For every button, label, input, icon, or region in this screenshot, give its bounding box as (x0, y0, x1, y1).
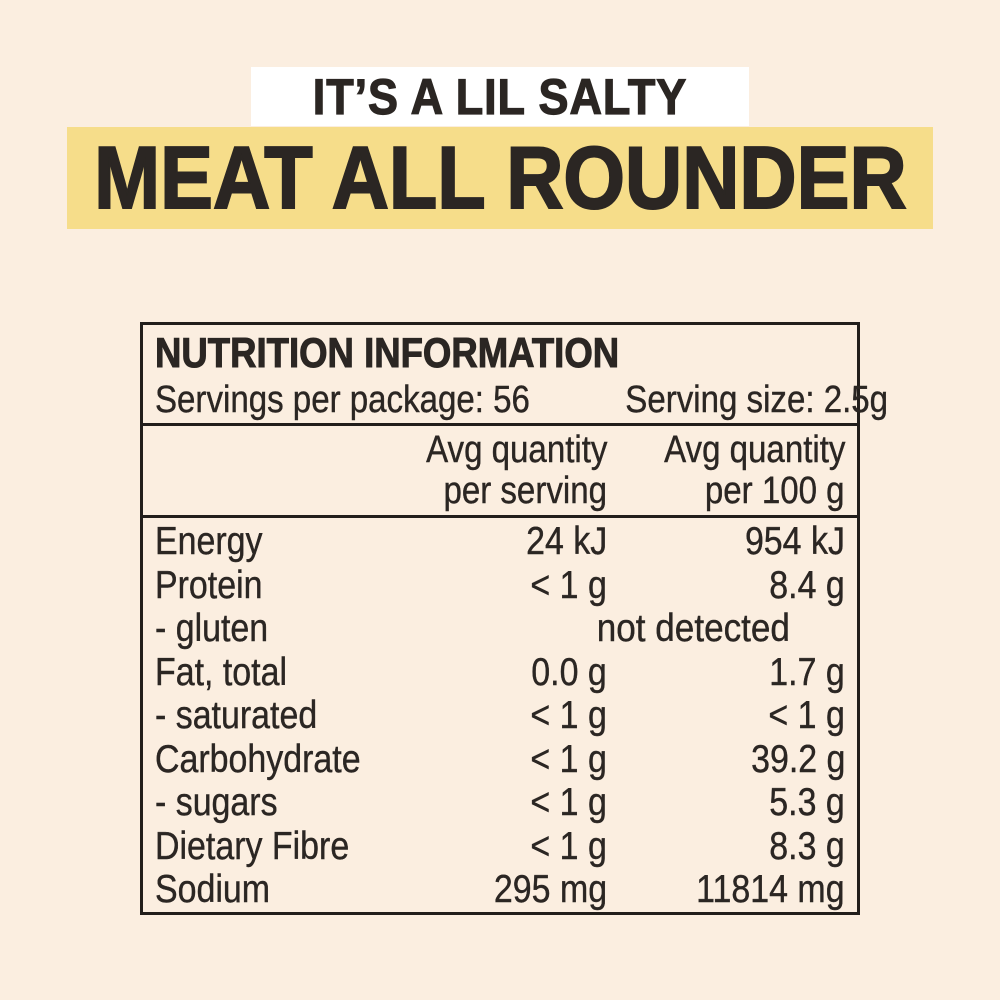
table-row-energy: Energy 24 kJ 954 kJ (155, 520, 845, 564)
row-value-per-serving: 0.0 g (531, 650, 607, 694)
nutrition-panel-header: NUTRITION INFORMATION Servings per packa… (143, 325, 889, 423)
row-value-per-100g: 5.3 g (769, 781, 845, 824)
row-value-per-100g: 1.7 g (769, 650, 845, 694)
row-label: Dietary Fibre (155, 824, 350, 868)
row-value-per-serving: 295 mg (493, 868, 608, 911)
row-value-per-100g: 8.4 g (769, 563, 845, 607)
row-value-per-100g: 11814 mg (696, 868, 845, 911)
row-value-per-serving: < 1 g (530, 781, 607, 824)
row-value-per-100g: 39.2 g (750, 737, 845, 781)
serving-size: Serving size: 2.5g (625, 379, 888, 421)
row-label: Sodium (155, 868, 271, 911)
table-row-gluten: - gluten not detected (155, 607, 845, 651)
nutrient-rows: Energy 24 kJ 954 kJ Protein < 1 g 8.4 g … (143, 515, 857, 912)
row-value-per-serving: < 1 g (530, 824, 607, 868)
row-label: - saturated (155, 694, 318, 737)
row-label: - sugars (155, 781, 278, 824)
nutrition-panel: NUTRITION INFORMATION Servings per packa… (140, 322, 889, 915)
row-label: Fat, total (155, 650, 288, 694)
row-value-per-serving: 24 kJ (525, 520, 607, 563)
table-row-sugars: - sugars < 1 g 5.3 g (155, 781, 845, 825)
row-label: Carbohydrate (155, 737, 361, 781)
row-label: Energy (155, 520, 263, 563)
row-value-per-serving: < 1 g (530, 737, 607, 781)
product-title-banner: MEAT ALL ROUNDER (67, 127, 933, 229)
table-row-protein: Protein < 1 g 8.4 g (155, 563, 845, 608)
table-row-carbohydrate: Carbohydrate < 1 g 39.2 g (155, 737, 845, 782)
servings-line: Servings per package: 56 Serving size: 2… (155, 378, 888, 423)
nutrition-title: NUTRITION INFORMATION (155, 329, 620, 377)
row-label: Protein (155, 563, 263, 607)
table-row-sodium: Sodium 295 mg 11814 mg (155, 868, 845, 912)
row-value-per-serving: < 1 g (530, 563, 607, 607)
column-header-per-100g: Avg quantity per 100 g (663, 429, 845, 512)
column-headers-row: Avg quantity per serving Avg quantity pe… (143, 423, 857, 515)
servings-per-package: Servings per package: 56 (155, 379, 530, 421)
table-row-fat-total: Fat, total 0.0 g 1.7 g (155, 650, 845, 695)
row-value-per-100g: 8.3 g (769, 824, 845, 868)
tagline-banner: IT’S A LIL SALTY (251, 67, 749, 126)
row-span-value: not detected (596, 607, 791, 650)
row-value-per-100g: 954 kJ (745, 520, 845, 563)
row-value-per-serving: < 1 g (530, 694, 607, 737)
table-row-dietary-fibre: Dietary Fibre < 1 g 8.3 g (155, 824, 845, 869)
column-header-per-serving: Avg quantity per serving (425, 429, 607, 512)
tagline-text: IT’S A LIL SALTY (312, 68, 688, 125)
row-value-per-100g: < 1 g (768, 694, 845, 737)
product-title-text: MEAT ALL ROUNDER (93, 127, 907, 228)
column-header-spacer (155, 430, 392, 515)
table-row-saturated: - saturated < 1 g < 1 g (155, 694, 845, 738)
row-label: - gluten (155, 607, 269, 650)
